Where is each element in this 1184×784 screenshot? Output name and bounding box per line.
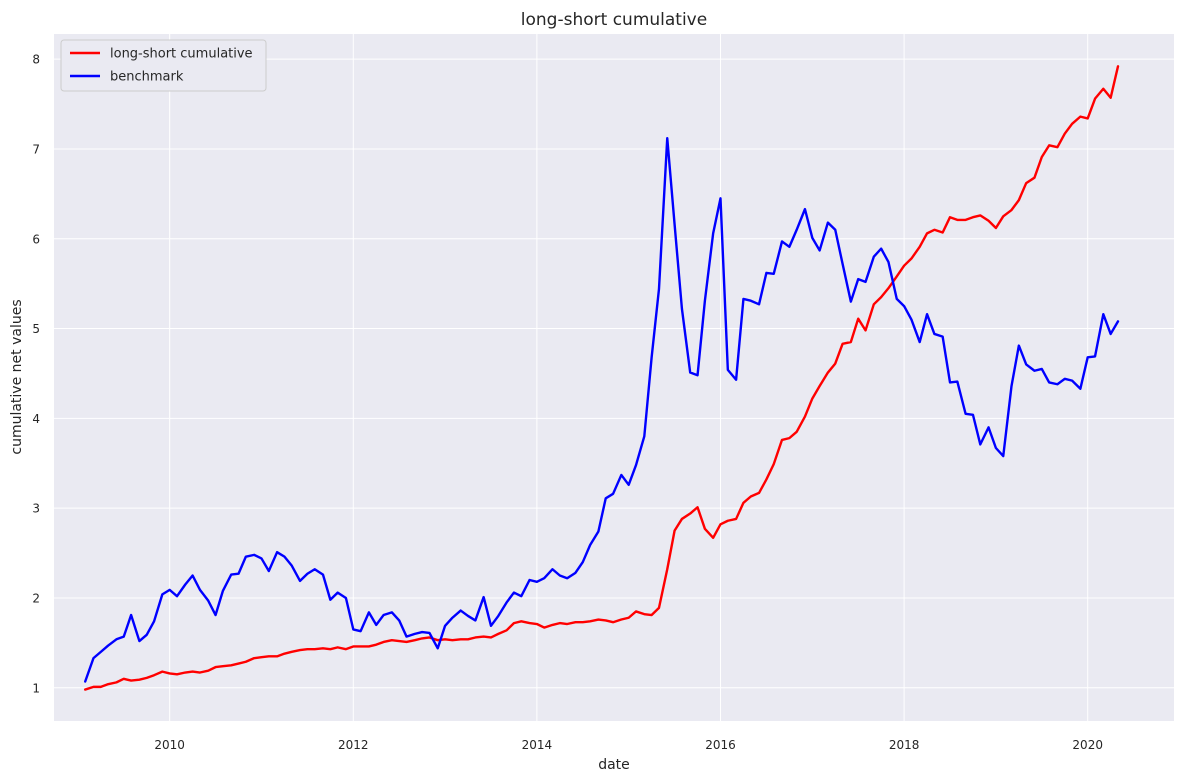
- series-line-long-short-cumulative: [84, 65, 1120, 691]
- y-tick-label: 8: [32, 53, 40, 67]
- x-tick-label: 2018: [889, 738, 920, 752]
- x-tick-label: 2016: [705, 738, 736, 752]
- x-tick-label: 2012: [338, 738, 369, 752]
- y-tick-label: 2: [32, 591, 40, 605]
- x-tick-label: 2014: [522, 738, 553, 752]
- chart-title: long-short cumulative: [521, 10, 707, 30]
- series-line-benchmark: [84, 136, 1120, 683]
- y-tick-label: 3: [32, 502, 40, 516]
- y-tick-label: 4: [32, 412, 40, 426]
- x-tick-label: 2010: [154, 738, 185, 752]
- y-axis-ticks: 1 2 3 4 5 6 7 8: [32, 53, 40, 696]
- legend-label-long-short: long-short cumulative: [110, 47, 253, 62]
- x-tick-label: 2020: [1072, 738, 1103, 752]
- x-axis-ticks: 2010 2012 2014 2016 2018 2020: [154, 738, 1103, 752]
- y-tick-label: 5: [32, 322, 40, 336]
- y-axis-label: cumulative net values: [9, 299, 25, 454]
- legend: long-short cumulative benchmark: [60, 39, 267, 92]
- x-axis-label: date: [598, 757, 630, 773]
- y-tick-label: 7: [32, 142, 40, 156]
- y-tick-label: 1: [32, 681, 40, 695]
- y-tick-label: 6: [32, 232, 40, 246]
- grid-lines: [54, 34, 1174, 721]
- plot-area: [54, 34, 1174, 721]
- legend-label-benchmark: benchmark: [110, 70, 184, 85]
- legend-box: [60, 39, 267, 92]
- series-layer: [84, 65, 1120, 691]
